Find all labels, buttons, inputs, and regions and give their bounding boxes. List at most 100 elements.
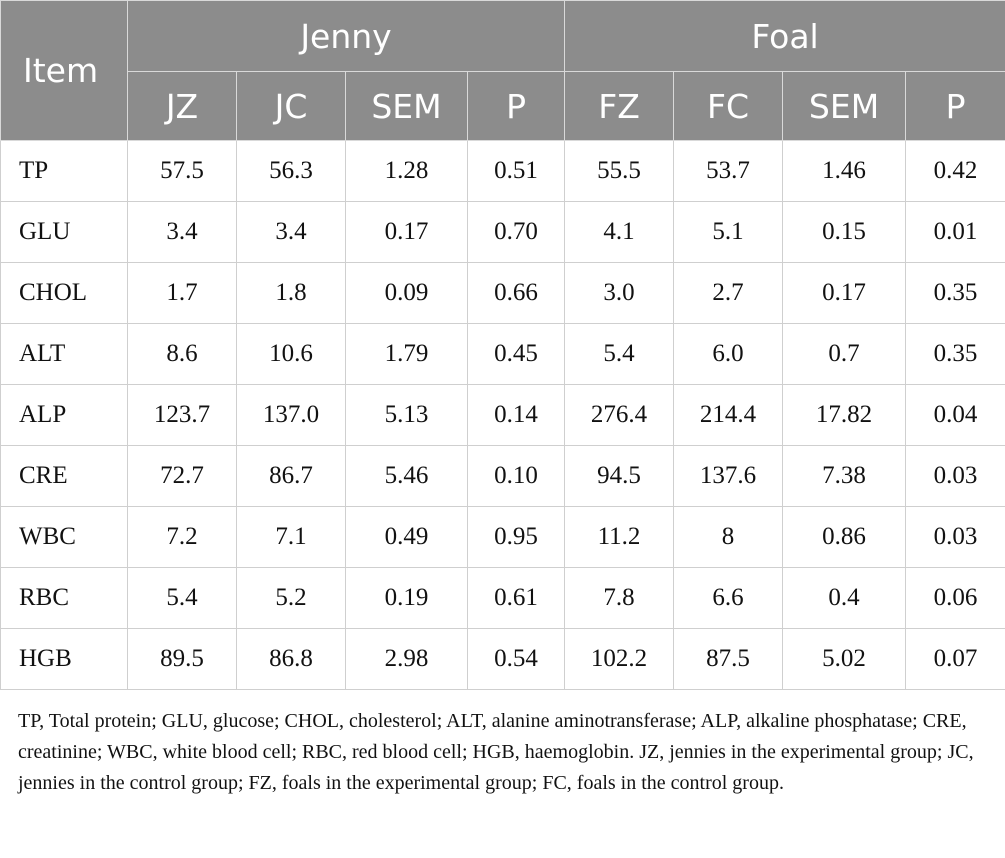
table-cell: 1.79 <box>345 323 468 385</box>
row-label: ALT <box>0 323 128 385</box>
table-cell: 276.4 <box>564 384 675 446</box>
table-cell: 0.10 <box>466 445 566 507</box>
table-cell: 1.28 <box>345 140 468 202</box>
table-cell: 0.4 <box>782 567 907 629</box>
row-label: HGB <box>0 628 128 690</box>
table-cell: 5.4 <box>564 323 675 385</box>
table-row: GLU 3.4 3.4 0.17 0.70 4.1 5.1 0.15 0.01 <box>0 201 1005 263</box>
table-cell: 4.1 <box>564 201 675 263</box>
table-cell: 0.61 <box>466 567 566 629</box>
subheader-foal-sem: SEM <box>782 71 907 141</box>
table-cell: 1.7 <box>127 262 237 324</box>
table-cell: 0.09 <box>345 262 468 324</box>
table-cell: 0.01 <box>905 201 1005 263</box>
table-row: WBC 7.2 7.1 0.49 0.95 11.2 8 0.86 0.03 <box>0 506 1005 568</box>
group-header-jenny: Jenny <box>126 0 566 72</box>
table-cell: 89.5 <box>127 628 237 690</box>
table-cell: 5.02 <box>782 628 907 690</box>
table-row: HGB 89.5 86.8 2.98 0.54 102.2 87.5 5.02 … <box>0 628 1005 690</box>
table-cell: 72.7 <box>127 445 237 507</box>
table-cell: 7.2 <box>127 506 237 568</box>
table-cell: 0.17 <box>345 201 468 263</box>
table-cell: 3.4 <box>127 201 237 263</box>
table-cell: 11.2 <box>564 506 675 568</box>
item-header: Item <box>0 0 128 141</box>
table-cell: 0.42 <box>905 140 1005 202</box>
table-cell: 7.1 <box>236 506 346 568</box>
subheader-jenny-p: P <box>466 71 566 141</box>
table-cell: 0.15 <box>782 201 907 263</box>
table-cell: 0.51 <box>466 140 566 202</box>
table-cell: 6.0 <box>673 323 784 385</box>
table-cell: 94.5 <box>564 445 675 507</box>
table-cell: 8.6 <box>127 323 237 385</box>
table-cell: 0.03 <box>905 506 1005 568</box>
table-cell: 102.2 <box>564 628 675 690</box>
table-cell: 6.6 <box>673 567 784 629</box>
table-cell: 5.1 <box>673 201 784 263</box>
table-cell: 0.07 <box>905 628 1005 690</box>
table-cell: 53.7 <box>673 140 784 202</box>
subheader-fz: FZ <box>564 71 675 141</box>
table-cell: 0.35 <box>905 262 1005 324</box>
row-label: CHOL <box>0 262 128 324</box>
row-label: GLU <box>0 201 128 263</box>
table-cell: 86.7 <box>236 445 346 507</box>
table-cell: 1.46 <box>782 140 907 202</box>
table-cell: 0.19 <box>345 567 468 629</box>
table-row: TP 57.5 56.3 1.28 0.51 55.5 53.7 1.46 0.… <box>0 140 1005 202</box>
table-cell: 137.0 <box>236 384 346 446</box>
table-cell: 5.13 <box>345 384 468 446</box>
table-row: RBC 5.4 5.2 0.19 0.61 7.8 6.6 0.4 0.06 <box>0 567 1005 629</box>
table-row: CHOL 1.7 1.8 0.09 0.66 3.0 2.7 0.17 0.35 <box>0 262 1005 324</box>
table-cell: 0.35 <box>905 323 1005 385</box>
subheader-jc: JC <box>236 71 346 141</box>
subheader-jenny-sem: SEM <box>345 71 468 141</box>
table-cell: 86.8 <box>236 628 346 690</box>
row-label: TP <box>0 140 128 202</box>
subheader-jz: JZ <box>127 71 237 141</box>
table-cell: 87.5 <box>673 628 784 690</box>
table-cell: 56.3 <box>236 140 346 202</box>
table-cell: 0.86 <box>782 506 907 568</box>
table-body: TP 57.5 56.3 1.28 0.51 55.5 53.7 1.46 0.… <box>0 140 1005 690</box>
table-cell: 0.49 <box>345 506 468 568</box>
subheader-fc: FC <box>673 71 784 141</box>
table-cell: 7.38 <box>782 445 907 507</box>
table-cell: 55.5 <box>564 140 675 202</box>
header-row-groups: Item Jenny Foal <box>0 0 1005 141</box>
table-cell: 1.8 <box>236 262 346 324</box>
row-label: CRE <box>0 445 128 507</box>
table-cell: 0.45 <box>466 323 566 385</box>
table-cell: 123.7 <box>127 384 237 446</box>
table-row: ALP 123.7 137.0 5.13 0.14 276.4 214.4 17… <box>0 384 1005 446</box>
table-cell: 214.4 <box>673 384 784 446</box>
table-footnote: TP, Total protein; GLU, glucose; CHOL, c… <box>18 710 974 794</box>
table-cell: 0.95 <box>466 506 566 568</box>
table-cell: 3.4 <box>236 201 346 263</box>
table-cell: 5.2 <box>236 567 346 629</box>
group-header-foal: Foal <box>564 0 1005 72</box>
table-cell: 7.8 <box>564 567 675 629</box>
table-cell: 5.4 <box>127 567 237 629</box>
table-row: CRE 72.7 86.7 5.46 0.10 94.5 137.6 7.38 … <box>0 445 1005 507</box>
table-cell: 17.82 <box>782 384 907 446</box>
row-label: ALP <box>0 384 128 446</box>
table-cell: 0.04 <box>905 384 1005 446</box>
table-cell: 0.70 <box>466 201 566 263</box>
table-cell: 0.06 <box>905 567 1005 629</box>
header-row-subcolumns: JZ JC SEM P FZ FC SEM P <box>1 71 1005 141</box>
table-cell: 0.66 <box>466 262 566 324</box>
table-cell: 2.7 <box>673 262 784 324</box>
table-cell: 0.14 <box>466 384 566 446</box>
table-cell: 0.54 <box>466 628 566 690</box>
table-cell: 0.7 <box>782 323 907 385</box>
table-cell: 2.98 <box>345 628 468 690</box>
row-label: RBC <box>0 567 128 629</box>
subheader-foal-p: P <box>905 71 1005 141</box>
table-cell: 8 <box>673 506 784 568</box>
table-cell: 0.17 <box>782 262 907 324</box>
data-table: Item Jenny Foal JZ JC SEM P FZ FC SEM P … <box>0 0 1005 690</box>
table-cell: 57.5 <box>127 140 237 202</box>
table-cell: 137.6 <box>673 445 784 507</box>
